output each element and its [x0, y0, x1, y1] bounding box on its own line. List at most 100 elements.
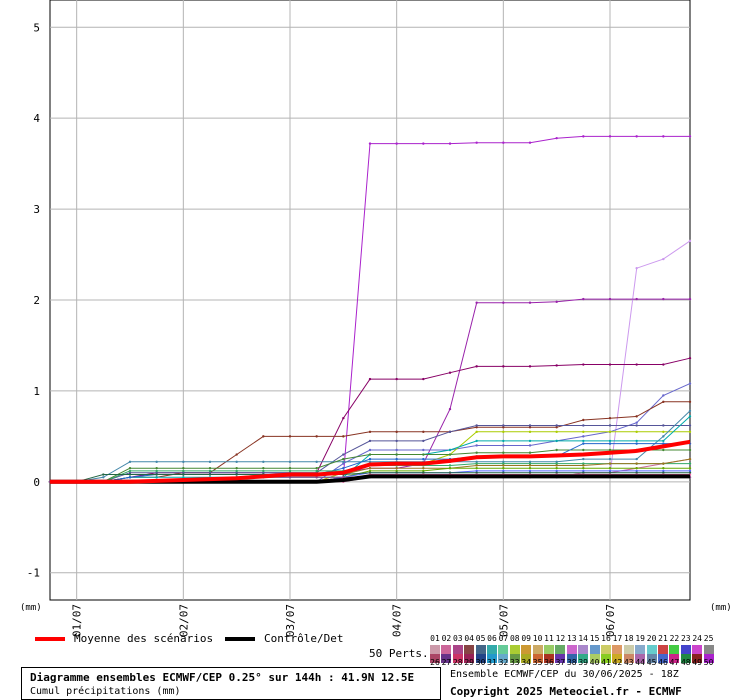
member-series-point [475, 444, 478, 447]
member-series-point [582, 469, 585, 473]
member-series-point [528, 424, 532, 427]
member-series-point [688, 462, 692, 465]
member-series-point [128, 466, 132, 470]
member-series-point [395, 471, 398, 474]
run-info: Ensemble ECMWF/CEP du 30/06/2025 - 18Z [450, 669, 679, 680]
member-series-point [235, 473, 238, 476]
member-series-point [395, 439, 398, 443]
member-series-point [475, 466, 478, 470]
chart-title: Diagramme ensembles ECMWF/CEP 0.25° sur … [30, 671, 415, 684]
mean-series-line [50, 439, 691, 484]
pert-number: 15 [589, 634, 600, 643]
member-series-point [582, 439, 585, 443]
member-series-point [235, 460, 238, 464]
member-series-point [688, 297, 692, 301]
member-series-point [475, 469, 478, 473]
y-unit-left: (mm) [20, 603, 42, 613]
member-series-point [662, 471, 665, 474]
member-series-point [502, 464, 505, 467]
member-series-point [155, 469, 158, 473]
pert-number: 05 [475, 634, 486, 643]
member-series-point [342, 466, 345, 470]
member-series-point [235, 466, 238, 470]
member-series-point [688, 382, 692, 385]
member-series-point [182, 473, 185, 476]
member-series-point [422, 471, 425, 474]
member-series-point [475, 462, 478, 465]
member-series-point [662, 448, 665, 452]
member-series-point [555, 426, 558, 429]
member-series-point [155, 473, 158, 476]
y-tick-label: 0 [33, 476, 40, 489]
member-series-point [608, 416, 612, 420]
member-series-point [262, 469, 265, 473]
pert-swatch [532, 645, 543, 654]
y-tick-label: 2 [33, 294, 40, 307]
member-series-point [582, 435, 585, 438]
member-series-point [662, 424, 665, 427]
member-series-point [422, 453, 425, 456]
member-series-point [528, 439, 532, 443]
member-series-point [315, 469, 318, 473]
member-series-point [368, 439, 372, 443]
member-series-point [688, 356, 692, 360]
pert-swatch [578, 654, 589, 663]
pert-swatch [635, 645, 646, 654]
pert-number: 03 [452, 634, 463, 643]
member-series-point [208, 473, 212, 476]
pert-number: 16 [601, 634, 611, 643]
member-series-point [235, 453, 238, 456]
member-series-point [448, 371, 452, 374]
member-series-point [315, 476, 318, 479]
member-series-point [475, 424, 478, 427]
member-series-point [368, 453, 372, 456]
member-series-point [422, 142, 425, 145]
pert-swatch [566, 645, 577, 654]
pert-number: 07 [498, 634, 509, 643]
member-series-point [688, 457, 692, 461]
member-series-point [155, 471, 158, 474]
pert-number: 10 [532, 634, 543, 643]
pert-swatch [680, 645, 691, 654]
member-series-point [128, 469, 132, 473]
pert-number: 23 [680, 634, 691, 643]
pert-swatch [646, 654, 657, 663]
member-series-point [368, 457, 372, 461]
member-series-point [342, 435, 345, 438]
member-series-point [635, 442, 638, 445]
member-series-point [502, 301, 505, 304]
pert-number: 26 [430, 658, 440, 667]
member-series-point [182, 466, 185, 470]
member-series-point [502, 426, 505, 429]
member-series-point [235, 469, 238, 473]
pert-swatch [703, 645, 714, 654]
pert-swatch [544, 645, 554, 654]
pert-number: 13 [566, 634, 577, 643]
member-series-point [128, 471, 132, 474]
y-tick-label: 5 [33, 21, 40, 34]
member-series-point [635, 297, 638, 301]
member-series-point [422, 469, 425, 473]
pert-swatch [669, 645, 680, 654]
member-series-point [342, 476, 345, 479]
member-series-point [395, 457, 398, 461]
member-series-point [662, 363, 665, 366]
member-series-point [635, 415, 638, 418]
pert-swatch [532, 654, 543, 663]
pert-swatch [692, 645, 703, 654]
pert-number: 20 [646, 634, 657, 643]
y-tick-label: -1 [27, 567, 40, 580]
member-series-point [555, 364, 558, 367]
member-series-point [528, 426, 532, 429]
member-series-point [635, 471, 638, 474]
member-series-point [555, 300, 558, 304]
pert-number: 40 [589, 658, 600, 667]
member-series-point [582, 135, 585, 138]
member-series-point [555, 136, 558, 140]
member-series-point [128, 476, 132, 479]
member-series-point [208, 460, 212, 464]
member-series-point [128, 473, 132, 476]
member-series-point [475, 141, 478, 144]
member-series-point [368, 430, 372, 434]
member-series-point [555, 448, 558, 452]
